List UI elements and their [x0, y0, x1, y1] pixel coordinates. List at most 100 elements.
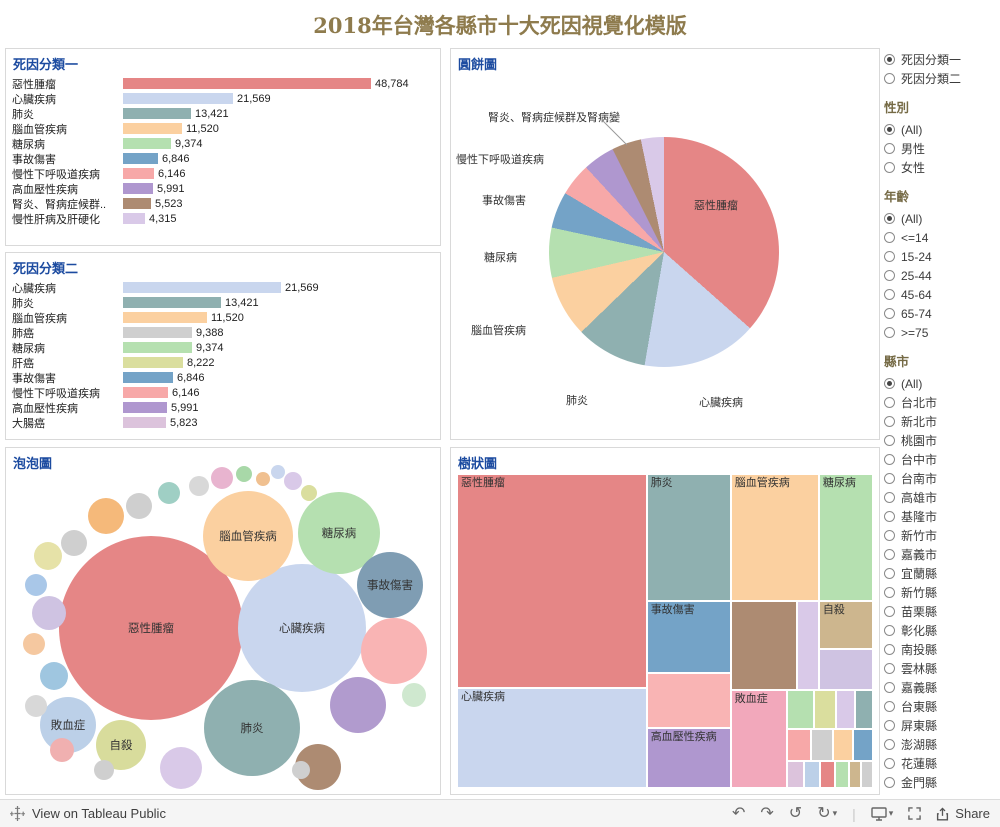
bubble-unlabeled[interactable]	[330, 677, 386, 733]
bubble-unlabeled[interactable]	[94, 760, 114, 780]
undo-icon[interactable]: ↶	[731, 804, 746, 822]
treemap-cell-small[interactable]	[786, 690, 814, 730]
bubble-unlabeled[interactable]	[301, 485, 317, 501]
radio-option-宜蘭縣[interactable]: 宜蘭縣	[884, 564, 998, 583]
bubble-肺炎[interactable]: 肺炎	[204, 680, 300, 776]
radio-option-15-24[interactable]: 15-24	[884, 247, 998, 266]
radio-option-台東縣[interactable]: 台東縣	[884, 697, 998, 716]
bar-mark[interactable]	[123, 198, 151, 209]
treemap-cell-高血壓性疾病[interactable]: 高血壓性疾病	[646, 728, 731, 788]
bubble-unlabeled[interactable]	[158, 482, 180, 504]
bubble-心臟疾病[interactable]: 心臟疾病	[238, 564, 366, 692]
bar-mark[interactable]	[123, 402, 167, 413]
bubble-unlabeled[interactable]	[50, 738, 74, 762]
treemap-cell-事故傷害[interactable]: 事故傷害	[646, 600, 731, 674]
bar-mark[interactable]	[123, 168, 154, 179]
bubble-unlabeled[interactable]	[126, 493, 152, 519]
bar-mark[interactable]	[123, 93, 233, 104]
treemap-cell-small[interactable]	[861, 760, 873, 788]
radio-option-新竹縣[interactable]: 新竹縣	[884, 583, 998, 602]
radio-option-女性[interactable]: 女性	[884, 158, 998, 177]
treemap-cell[interactable]	[797, 600, 819, 691]
treemap-cell-small[interactable]	[835, 760, 849, 788]
bar-mark[interactable]	[123, 417, 166, 428]
radio-option-高雄市[interactable]: 高雄市	[884, 488, 998, 507]
bubble-unlabeled[interactable]	[160, 747, 202, 789]
treemap-cell-small[interactable]	[786, 760, 805, 788]
radio-option-基隆市[interactable]: 基隆市	[884, 507, 998, 526]
radio-option-澎湖縣[interactable]: 澎湖縣	[884, 735, 998, 754]
treemap-cell-small[interactable]	[832, 729, 854, 761]
radio-option-雲林縣[interactable]: 雲林縣	[884, 659, 998, 678]
treemap-cell-small[interactable]	[804, 760, 821, 788]
refresh-icon[interactable]: ↻ ▾	[817, 804, 838, 822]
radio-option-嘉義市[interactable]: 嘉義市	[884, 545, 998, 564]
bar-mark[interactable]	[123, 108, 191, 119]
radio-option-(All)[interactable]: (All)	[884, 120, 998, 139]
bubble-unlabeled[interactable]	[402, 683, 426, 707]
radio-option-45-64[interactable]: 45-64	[884, 285, 998, 304]
radio-option-<=14[interactable]: <=14	[884, 228, 998, 247]
redo-icon[interactable]: ↷	[760, 804, 774, 822]
radio-option-65-74[interactable]: 65-74	[884, 304, 998, 323]
bubble-惡性腫瘤[interactable]: 惡性腫瘤	[59, 536, 243, 720]
treemap-cell-腦血管疾病[interactable]: 腦血管疾病	[730, 474, 819, 601]
bar-mark[interactable]	[123, 312, 207, 323]
radio-option-死因分類二[interactable]: 死因分類二	[884, 69, 998, 88]
bubble-unlabeled[interactable]	[211, 467, 233, 489]
device-layout-icon[interactable]: ▾	[871, 806, 893, 821]
bar-mark[interactable]	[123, 342, 192, 353]
share-button[interactable]: Share	[936, 806, 990, 821]
bar-mark[interactable]	[123, 357, 183, 368]
bubble-unlabeled[interactable]	[88, 498, 124, 534]
treemap-cell-small[interactable]	[855, 690, 873, 730]
bar-mark[interactable]	[123, 123, 182, 134]
bubble-unlabeled[interactable]	[25, 574, 47, 596]
bubble-腦血管疾病[interactable]: 腦血管疾病	[203, 491, 293, 581]
bar-mark[interactable]	[123, 387, 168, 398]
bubble-unlabeled[interactable]	[61, 530, 87, 556]
treemap-cell-small[interactable]	[813, 690, 836, 730]
treemap-cell-small[interactable]	[853, 729, 873, 761]
bar-mark[interactable]	[123, 327, 192, 338]
treemap-cell[interactable]	[818, 648, 873, 691]
radio-option-(All)[interactable]: (All)	[884, 374, 998, 393]
bar-mark[interactable]	[123, 78, 371, 89]
radio-option->=75[interactable]: >=75	[884, 323, 998, 342]
radio-option-台中市[interactable]: 台中市	[884, 450, 998, 469]
bar-mark[interactable]	[123, 372, 173, 383]
pie-chart[interactable]	[549, 137, 779, 367]
treemap-cell-small[interactable]	[810, 729, 833, 761]
treemap-cell-糖尿病[interactable]: 糖尿病	[818, 474, 873, 601]
treemap-cell-敗血症[interactable]: 敗血症	[730, 690, 787, 788]
bar-mark[interactable]	[123, 282, 281, 293]
radio-option-金門縣[interactable]: 金門縣	[884, 773, 998, 792]
radio-option-(All)[interactable]: (All)	[884, 209, 998, 228]
treemap-cell-自殺[interactable]: 自殺	[818, 600, 873, 649]
radio-option-嘉義縣[interactable]: 嘉義縣	[884, 678, 998, 697]
bubble-unlabeled[interactable]	[271, 465, 285, 479]
radio-option-25-44[interactable]: 25-44	[884, 266, 998, 285]
bar-mark[interactable]	[123, 213, 145, 224]
treemap-cell-small[interactable]	[848, 760, 862, 788]
bar-mark[interactable]	[123, 183, 153, 194]
treemap-cell-惡性腫瘤[interactable]: 惡性腫瘤	[457, 474, 647, 689]
bubble-unlabeled[interactable]	[284, 472, 302, 490]
radio-option-台北市[interactable]: 台北市	[884, 393, 998, 412]
bubble-unlabeled[interactable]	[34, 542, 62, 570]
radio-option-花蓮縣[interactable]: 花蓮縣	[884, 754, 998, 773]
radio-option-新竹市[interactable]: 新竹市	[884, 526, 998, 545]
radio-option-死因分類一[interactable]: 死因分類一	[884, 50, 998, 69]
bubble-unlabeled[interactable]	[256, 472, 270, 486]
bubble-事故傷害[interactable]: 事故傷害	[357, 552, 423, 618]
radio-option-屏東縣[interactable]: 屏東縣	[884, 716, 998, 735]
bubble-unlabeled[interactable]	[361, 618, 427, 684]
bubble-unlabeled[interactable]	[23, 633, 45, 655]
fullscreen-icon[interactable]	[908, 807, 922, 820]
treemap-cell-small[interactable]	[835, 690, 856, 730]
bubble-unlabeled[interactable]	[32, 596, 66, 630]
treemap-cell-心臟疾病[interactable]: 心臟疾病	[457, 688, 647, 788]
bar-mark[interactable]	[123, 153, 158, 164]
radio-option-桃園市[interactable]: 桃園市	[884, 431, 998, 450]
radio-option-台南市[interactable]: 台南市	[884, 469, 998, 488]
